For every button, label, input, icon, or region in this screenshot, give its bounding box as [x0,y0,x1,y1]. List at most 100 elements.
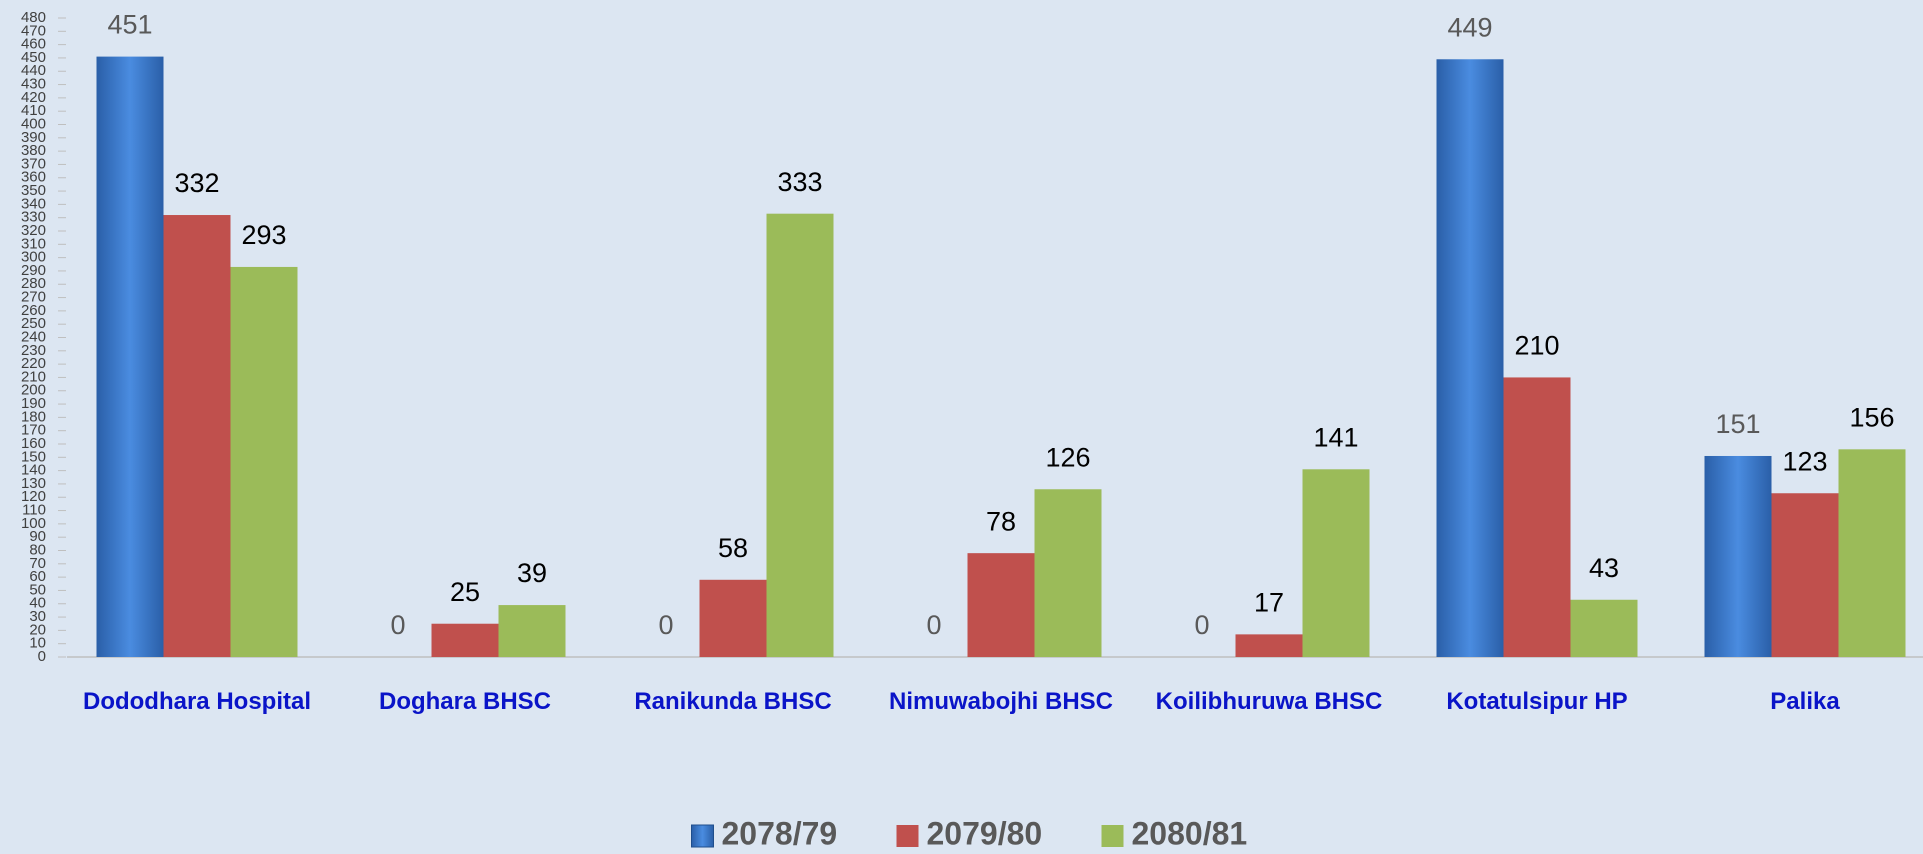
value-label: 17 [1254,587,1284,617]
y-tick-label: 470 [21,22,46,39]
y-tick-label: 340 [21,195,46,212]
value-label: 0 [658,610,673,640]
y-tick-label: 460 [21,36,46,53]
value-label: 25 [450,577,480,607]
y-tick-label: 400 [21,115,46,132]
value-label: 210 [1514,331,1559,361]
y-tick-label: 150 [21,448,46,465]
y-tick-label: 310 [21,235,46,252]
y-tick-label: 280 [21,275,46,292]
bar [699,579,767,657]
bar [163,215,231,657]
y-tick-label: 290 [21,262,46,279]
y-tick-label: 240 [21,328,46,345]
x-tick-label: Palika [1770,688,1840,715]
y-tick-label: 10 [29,635,46,652]
y-tick-label: 260 [21,302,46,319]
y-tick-label: 60 [29,568,46,585]
bar [1503,377,1571,657]
value-label: 293 [241,220,286,250]
y-tick-label: 80 [29,541,46,558]
x-tick-label: Doghara BHSC [378,688,552,715]
y-tick-label: 370 [21,155,46,172]
value-label: 78 [986,506,1016,536]
y-tick-label: 300 [21,249,46,266]
legend-swatch [691,824,714,848]
bar [1570,599,1638,657]
value-label: 0 [1194,610,1209,640]
y-tick-label: 40 [29,595,46,612]
legend-swatch [896,825,919,847]
bar [230,266,298,657]
bar [1704,455,1772,657]
bar [967,553,1035,657]
y-tick-label: 270 [21,289,46,306]
value-label: 156 [1849,402,1894,432]
y-tick-label: 160 [21,435,46,452]
y-tick-label: 360 [21,169,46,186]
value-label: 126 [1045,442,1090,472]
bar [96,56,164,657]
y-tick-label: 410 [21,102,46,119]
y-tick-label: 130 [21,475,46,492]
x-tick-label: Nimuwabojhi BHSC [888,688,1113,715]
bar [1436,59,1504,658]
x-tick-label: Dododhara Hospital [82,688,311,715]
y-tick-label: 230 [21,342,46,359]
y-tick-label: 440 [21,62,46,79]
y-tick-label: 480 [21,9,46,26]
value-label: 333 [777,167,822,197]
value-label: 0 [390,610,405,640]
y-tick-label: 90 [29,528,46,545]
y-tick-label: 430 [21,76,46,93]
y-tick-label: 20 [29,621,46,638]
y-tick-label: 380 [21,142,46,159]
y-tick-label: 70 [29,555,46,572]
bar [431,623,499,657]
bar [1771,493,1839,657]
value-label: 451 [107,10,152,40]
y-tick-label: 200 [21,382,46,399]
y-tick-label: 0 [38,648,46,665]
y-tick-label: 220 [21,355,46,372]
bar [1235,634,1303,657]
y-tick-label: 320 [21,222,46,239]
legend-label: 2080/81 [1132,815,1248,851]
value-label: 58 [718,533,748,563]
legend-label: 2078/79 [722,815,838,851]
legend-swatch [1101,825,1124,847]
value-label: 151 [1715,409,1760,439]
value-label: 141 [1313,422,1358,452]
bar [498,605,566,657]
x-tick-label: Ranikunda BHSC [634,688,832,715]
y-tick-label: 140 [21,462,46,479]
legend-label: 2079/80 [927,815,1043,851]
y-tick-label: 420 [21,89,46,106]
y-tick-label: 450 [21,49,46,66]
y-tick-label: 100 [21,515,46,532]
x-tick-label: Koilibhuruwa BHSC [1155,688,1383,715]
y-tick-label: 250 [21,315,46,332]
bar [766,213,834,657]
y-tick-label: 30 [29,608,46,625]
y-tick-label: 190 [21,395,46,412]
value-label: 43 [1589,553,1619,583]
y-tick-label: 120 [21,488,46,505]
value-label: 123 [1782,446,1827,476]
y-tick-label: 390 [21,129,46,146]
value-label: 332 [174,168,219,198]
y-tick-label: 50 [29,581,46,598]
x-tick-label: Kotatulsipur HP [1446,688,1628,715]
y-tick-label: 170 [21,422,46,439]
bar [1838,449,1906,657]
bar [1302,469,1370,657]
y-tick-label: 210 [21,368,46,385]
value-label: 0 [926,610,941,640]
y-tick-label: 180 [21,408,46,425]
y-tick-label: 330 [21,209,46,226]
y-tick-label: 110 [22,502,46,519]
bar [1034,489,1102,657]
y-tick-label: 350 [21,182,46,199]
value-label: 449 [1447,12,1492,42]
